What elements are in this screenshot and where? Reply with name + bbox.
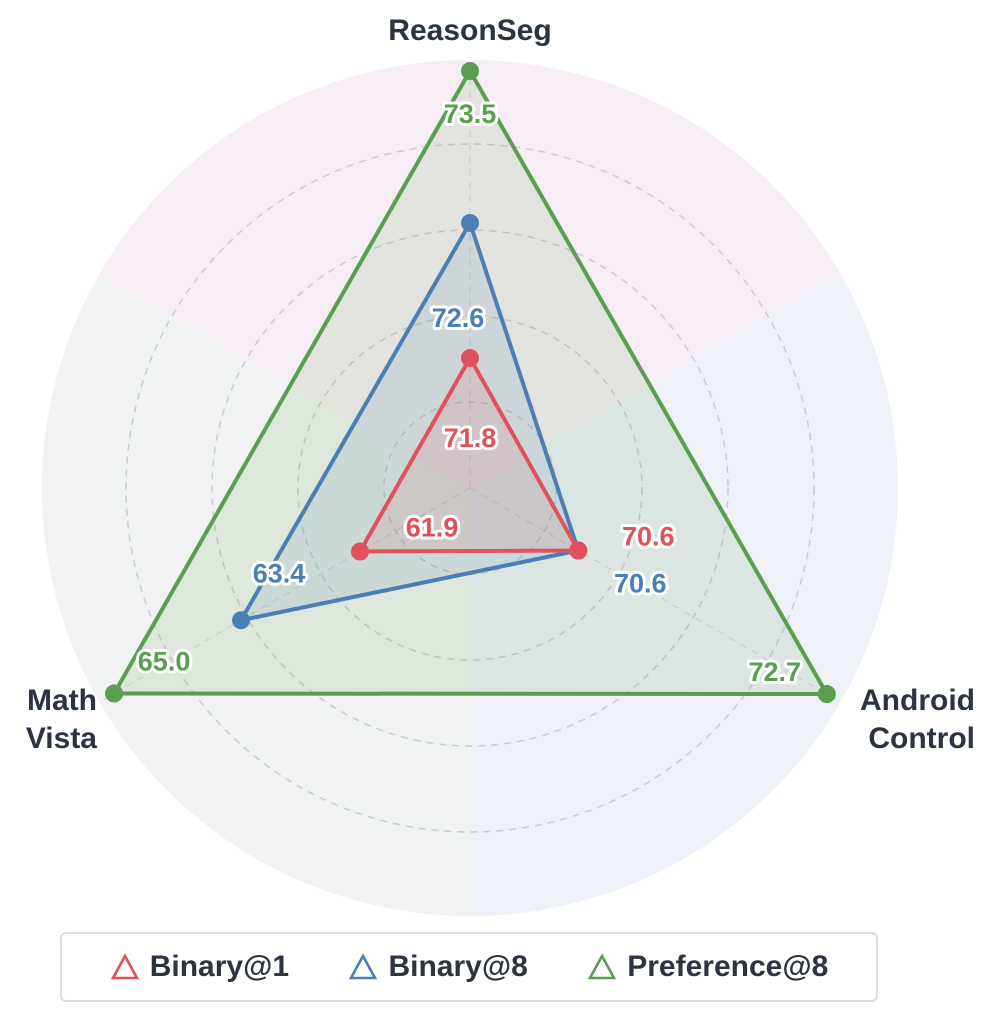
- data-point: [351, 542, 370, 561]
- data-label: 63.4: [253, 558, 306, 588]
- grid-circle: [125, 143, 815, 833]
- data-label: 72.7: [749, 657, 802, 687]
- axis-label-line: Math: [27, 684, 97, 717]
- data-point: [817, 685, 836, 703]
- legend: Binary@1 Binary@8 Preference@8: [60, 932, 878, 1002]
- data-label: 72.6: [432, 303, 485, 333]
- data-point: [105, 684, 124, 703]
- axis-label-reasonseg: ReasonSeg: [388, 14, 551, 47]
- axis-label-math-vista: Math Vista: [26, 684, 97, 755]
- data-label: 70.6: [622, 522, 675, 552]
- axis-label-android-control: Android Control: [860, 684, 975, 755]
- data-label: 70.6: [614, 569, 667, 599]
- triangle-icon: [587, 953, 617, 981]
- axis-label-line: Android: [860, 684, 975, 717]
- axis-spoke: [469, 487, 841, 703]
- data-point: [461, 213, 479, 232]
- legend-item-binary-8: Binary@8: [348, 950, 528, 984]
- legend-label: Binary@1: [149, 950, 290, 983]
- axis-label-line: Control: [868, 722, 975, 755]
- legend-label: Binary@8: [388, 950, 528, 983]
- axis-labels: ReasonSeg Android Control Math Vista: [26, 14, 975, 755]
- triangle-icon: [110, 953, 140, 981]
- data-label: 71.8: [444, 423, 497, 453]
- series-polygon: [237, 218, 581, 624]
- data-point: [461, 349, 479, 367]
- radar-plot: 71.8 70.6 61.9 72.6 70.6 63.4 73.5 72.7 65.0 Rea…: [26, 14, 975, 916]
- legend-label: Preference@8: [627, 950, 829, 983]
- data-labels: 71.8 70.6 61.9 72.6 70.6 63.4 73.5 72.7 65.0: [135, 96, 804, 690]
- background-sector: [470, 274, 898, 916]
- series-binary-1: [351, 349, 588, 561]
- series-preference-8: [105, 62, 836, 703]
- data-point: [569, 541, 588, 560]
- legend-item-binary-1: Binary@1: [110, 950, 289, 984]
- series-layer: [105, 62, 836, 703]
- triangle-icon: [348, 953, 378, 981]
- legend-item-preference-8: Preference@8: [587, 950, 828, 984]
- data-point: [461, 62, 479, 80]
- data-label: 73.5: [444, 99, 497, 129]
- axis-spoke: [99, 487, 471, 703]
- series-polygon: [356, 353, 582, 554]
- data-point: [232, 611, 251, 630]
- axis-label-line: Vista: [26, 722, 97, 755]
- data-label: 65.0: [138, 647, 191, 677]
- axis-label-line: ReasonSeg: [388, 14, 551, 47]
- series-polygon: [110, 66, 831, 697]
- data-label: 61.9: [406, 513, 459, 543]
